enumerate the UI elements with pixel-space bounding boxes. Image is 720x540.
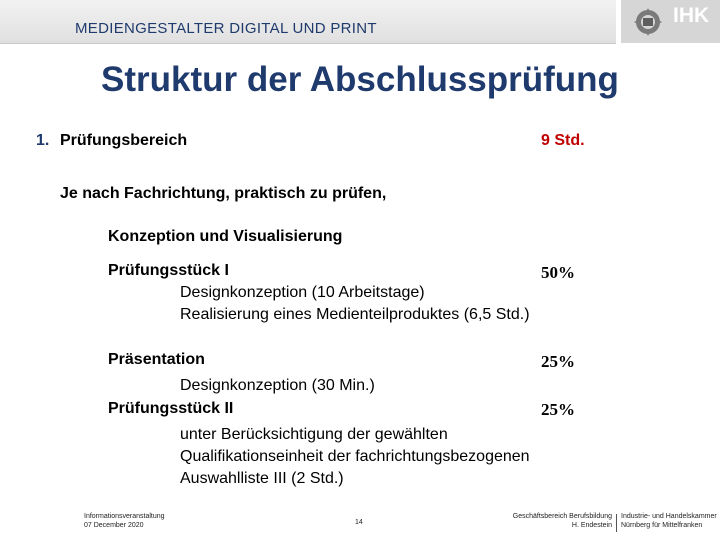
ihk-logo: IHK — [621, 0, 720, 43]
intro-text: Je nach Fachrichtung, praktisch zu prüfe… — [60, 185, 387, 202]
footer-contact: H. Endestein — [571, 522, 612, 529]
page-number: 14 — [355, 519, 363, 526]
footer-org-line2: Nürnberg für Mittelfranken — [621, 522, 703, 529]
item-detail: Auswahlliste III (2 Std.) — [180, 470, 344, 487]
footer-event: Informationsveranstaltung — [84, 513, 165, 520]
subheading: Konzeption und Visualisierung — [108, 228, 343, 245]
item-detail: Designkonzeption (30 Min.) — [180, 377, 375, 394]
item-detail: unter Berücksichtigung der gewählten — [180, 426, 448, 443]
item-detail: Designkonzeption (10 Arbeitstage) — [180, 284, 425, 301]
footer-org-line1: Industrie- und Handelskammer — [621, 513, 717, 520]
footer-left: Informationsveranstaltung 07 December 20… — [84, 512, 165, 530]
item-label: Prüfungsstück I — [108, 262, 229, 279]
ihk-emblem-icon — [634, 8, 662, 36]
logo-text: IHK — [673, 4, 710, 27]
item-label: Prüfungsstück II — [108, 400, 234, 417]
section-number: 1. — [36, 132, 50, 149]
item-label: Präsentation — [108, 351, 205, 368]
header-bar: MEDIENGESTALTER DIGITAL UND PRINT — [0, 0, 616, 44]
item-detail: Qualifikationseinheit der fachrichtungsb… — [180, 448, 530, 465]
footer-divider — [616, 514, 617, 532]
slide-title: Struktur der Abschlussprüfung — [101, 60, 619, 99]
footer-department-name: Geschäftsbereich Berufsbildung — [512, 513, 612, 520]
footer-department: Geschäftsbereich Berufsbildung H. Endest… — [510, 512, 612, 530]
header-label: MEDIENGESTALTER DIGITAL UND PRINT — [75, 20, 377, 37]
item-percent: 50% — [541, 263, 575, 282]
section-hours: 9 Std. — [541, 132, 585, 149]
footer-date: 07 December 2020 — [84, 522, 144, 529]
item-detail: Realisierung eines Medienteilproduktes (… — [180, 306, 530, 323]
section-label: Prüfungsbereich — [60, 132, 188, 149]
footer-organization: Industrie- und Handelskammer Nürnberg fü… — [621, 512, 717, 530]
item-percent: 25% — [541, 352, 575, 371]
item-percent: 25% — [541, 400, 575, 419]
